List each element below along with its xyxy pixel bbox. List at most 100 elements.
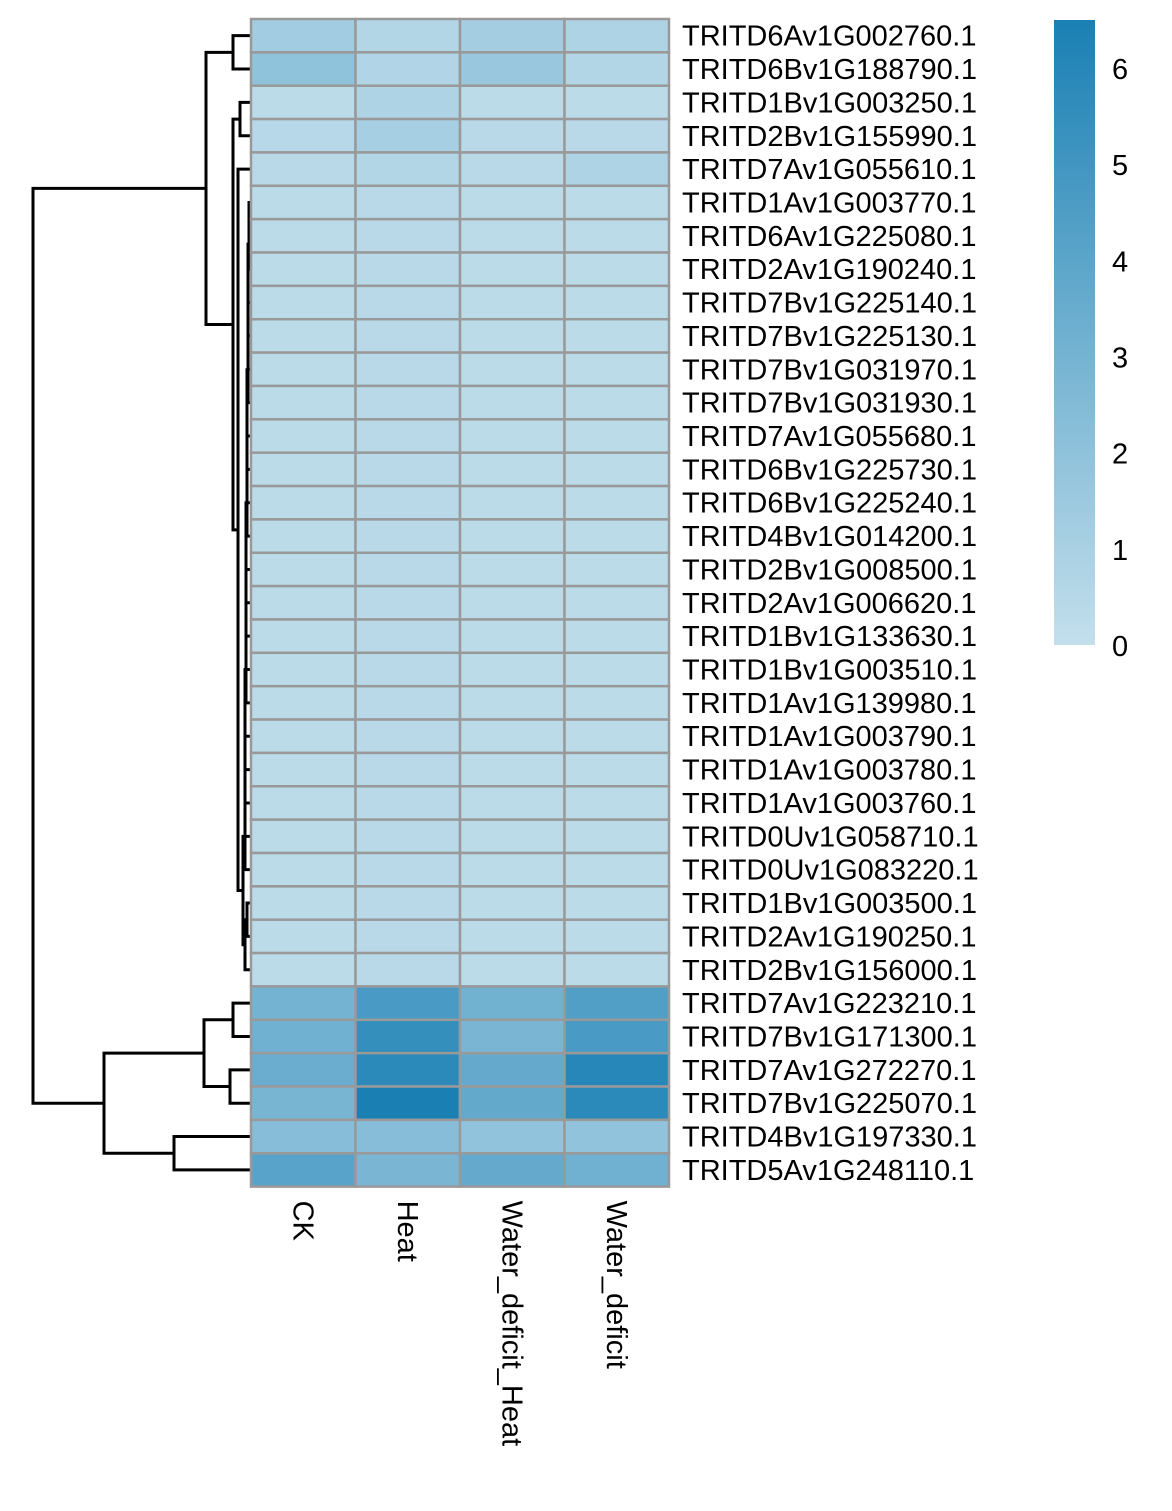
heatmap-cell — [354, 317, 462, 354]
heatmap-cells — [249, 17, 671, 1188]
heatmap-cell — [563, 117, 671, 154]
heatmap-cell — [563, 451, 671, 488]
row-label: TRITD2Bv1G156000.1 — [682, 955, 977, 987]
heatmap-cell — [354, 918, 462, 955]
heatmap-cell — [354, 384, 462, 421]
legend-tick-label: 4 — [1112, 246, 1128, 278]
heatmap-cell — [354, 618, 462, 655]
heatmap-cell — [458, 1018, 566, 1055]
heatmap-cell — [458, 251, 566, 288]
row-label: TRITD7Bv1G031970.1 — [682, 354, 977, 386]
legend-color-bar — [1054, 20, 1095, 645]
heatmap-cell — [458, 518, 566, 555]
heatmap-cell — [249, 518, 357, 555]
heatmap-cell — [249, 451, 357, 488]
row-label: TRITD6Bv1G225240.1 — [682, 488, 977, 520]
row-dendrogram — [31, 34, 251, 1172]
heatmap-cell — [354, 51, 462, 87]
row-label: TRITD2Bv1G008500.1 — [682, 554, 977, 586]
heatmap-cell — [563, 418, 671, 454]
row-label: TRITD7Av1G055610.1 — [682, 154, 976, 186]
heatmap-cell — [563, 1051, 671, 1088]
row-label: TRITD0Uv1G058710.1 — [682, 821, 979, 853]
heatmap-cell — [563, 951, 671, 988]
dendrogram-branch — [102, 1051, 204, 1155]
heatmap-cell — [249, 651, 357, 688]
row-label: TRITD2Bv1G155990.1 — [682, 121, 977, 153]
row-label: TRITD7Bv1G225070.1 — [682, 1088, 977, 1120]
heatmap-cell — [249, 1118, 357, 1155]
heatmap-cell — [458, 851, 566, 888]
heatmap-cell — [249, 384, 357, 421]
column-label: CK — [286, 1201, 318, 1242]
heatmap-cell — [563, 551, 671, 588]
heatmap-cell — [249, 217, 357, 254]
heatmap-cell — [249, 718, 357, 755]
row-label: TRITD6Av1G002760.1 — [682, 21, 976, 53]
column-label: Heat — [391, 1201, 423, 1262]
heatmap-cell — [354, 885, 462, 921]
heatmap-cell — [249, 84, 357, 121]
legend-tick-label: 3 — [1112, 343, 1128, 375]
heatmap-cell — [563, 584, 671, 621]
dendrogram-branch — [231, 1001, 251, 1038]
heatmap-cell — [249, 851, 357, 888]
heatmap-cell — [354, 518, 462, 555]
row-label: TRITD2Av1G190240.1 — [682, 254, 976, 286]
heatmap-cell — [354, 184, 462, 221]
heatmap-cell — [354, 1118, 462, 1155]
row-label: TRITD6Bv1G225730.1 — [682, 454, 977, 486]
heatmap-cell — [563, 518, 671, 555]
legend-tick-label: 1 — [1112, 535, 1128, 567]
heatmap-cell — [458, 151, 566, 188]
heatmap-cell — [249, 1018, 357, 1055]
heatmap-cell — [458, 985, 566, 1022]
heatmap-cell — [249, 1085, 357, 1122]
row-label: TRITD1Av1G139980.1 — [682, 688, 976, 720]
heatmap-cell — [563, 84, 671, 121]
heatmap-cell — [249, 551, 357, 588]
heatmap-cell — [249, 818, 357, 855]
heatmap-cell — [249, 484, 357, 521]
heatmap-cell — [458, 1085, 566, 1122]
heatmap-cell — [458, 751, 566, 788]
heatmap-cell — [354, 1018, 462, 1055]
heatmap-cell — [354, 351, 462, 388]
heatmap-cell — [563, 1151, 671, 1188]
heatmap-cell — [458, 117, 566, 154]
heatmap-cell — [249, 51, 357, 87]
row-label: TRITD6Bv1G188790.1 — [682, 54, 977, 86]
dendrogram-branch — [31, 186, 206, 1105]
heatmap-cell — [458, 718, 566, 755]
column-labels: CK Heat Water_deficit_Heat Water_deficit — [286, 1201, 632, 1447]
heatmap-cell — [249, 1051, 357, 1088]
row-label: TRITD7Av1G055680.1 — [682, 421, 976, 453]
heatmap-cell — [458, 451, 566, 488]
row-label: TRITD1Av1G003780.1 — [682, 755, 976, 787]
heatmap-cell — [354, 584, 462, 621]
heatmap-cell — [354, 284, 462, 321]
heatmap-cell — [458, 584, 566, 621]
heatmap-cell — [563, 351, 671, 388]
heatmap-cell — [458, 1151, 566, 1188]
row-label: TRITD7Bv1G225140.1 — [682, 288, 977, 320]
heatmap-cell — [563, 484, 671, 521]
heatmap-cell — [249, 251, 357, 288]
heatmap-cell — [354, 851, 462, 888]
heatmap-cell — [458, 17, 566, 54]
row-label: TRITD1Bv1G003500.1 — [682, 888, 977, 920]
heatmap-cell — [354, 951, 462, 988]
heatmap-cell — [249, 284, 357, 321]
heatmap-cell — [563, 985, 671, 1022]
heatmap-cell — [563, 851, 671, 888]
heatmap-cell — [563, 1018, 671, 1055]
heatmap-cell — [458, 951, 566, 988]
heatmap-cell — [563, 1118, 671, 1155]
heatmap-cell — [354, 1051, 462, 1088]
heatmap-cell — [458, 551, 566, 588]
dendrogram-branch — [228, 1068, 251, 1105]
heatmap-cell — [563, 684, 671, 721]
heatmap-cell — [458, 1118, 566, 1155]
heatmap-cell — [563, 918, 671, 955]
